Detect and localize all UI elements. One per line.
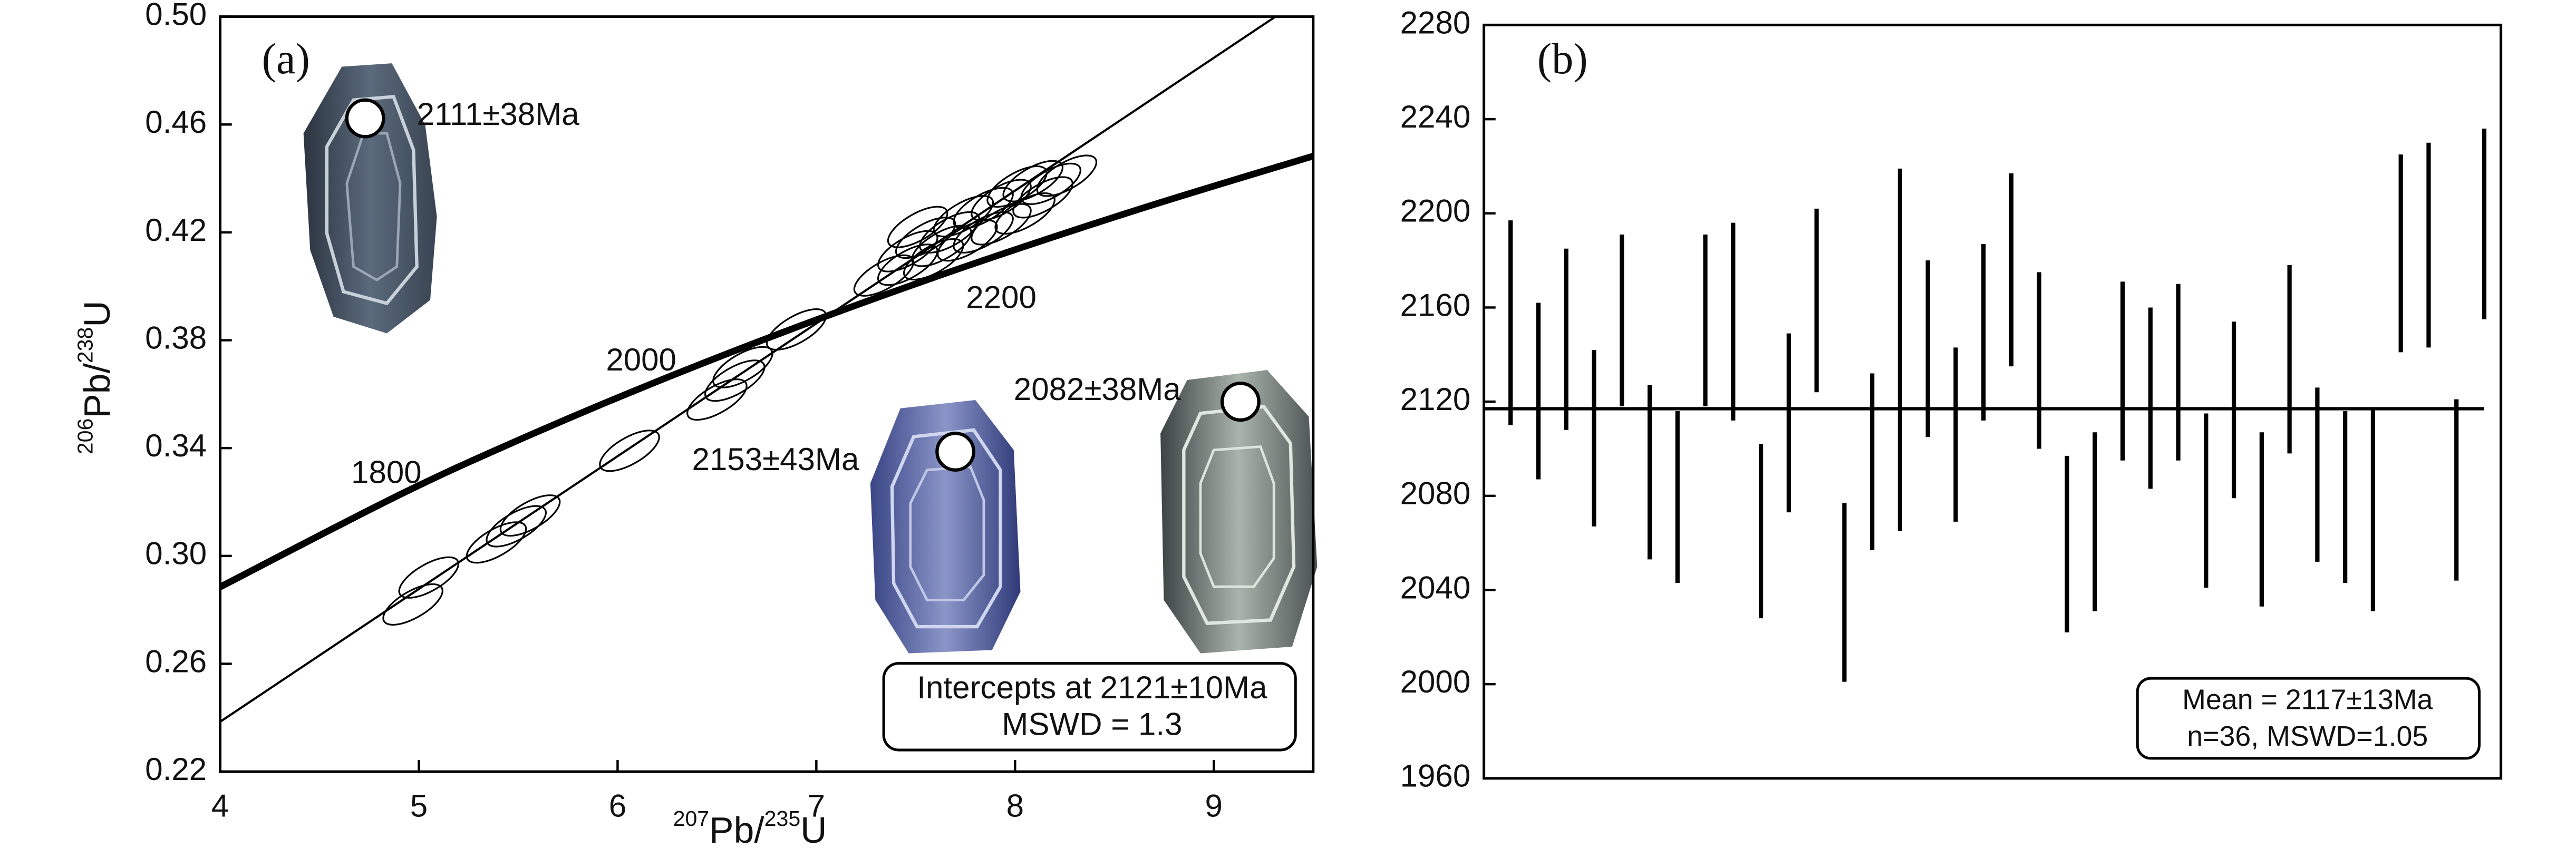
axis-label-sup: 207 [673,806,710,831]
axis-label: 207Pb/235U [673,806,827,848]
y-tick-label: 0.30 [145,536,207,571]
result-text: n=36, MSWD=1.05 [2187,720,2428,752]
error-ellipse [704,359,766,402]
zircon-image [303,63,437,334]
concordia-age-label: 2000 [606,342,676,377]
y-tick-label: 0.38 [145,320,207,355]
plot-frame [218,15,1315,773]
error-ellipse [986,165,1048,208]
error-ellipse [877,230,938,272]
error-ellipse [911,225,972,267]
error-ellipse [486,505,547,548]
plot-area [220,16,1313,723]
x-tick-label: 9 [1205,788,1223,824]
error-ellipse [766,308,827,351]
zircon-image [1160,370,1318,654]
y-tick-label: 2000 [1400,664,1471,699]
age-annotation: 2111±38Ma [417,96,580,132]
y-tick-label: 0.22 [145,752,207,787]
y-tick-label: 2280 [1400,5,1471,40]
concordia-age-label: 2200 [966,279,1037,315]
axis-label-sup: 235 [764,806,801,831]
error-ellipse [398,556,460,599]
error-ellipse [466,521,527,564]
error-ellipse [919,211,980,254]
result-text: Mean = 2117±13Ma [2182,684,2433,716]
y-tick-label: 0.50 [145,0,207,32]
x-tick-label: 7 [808,788,825,824]
x-tick-label: 5 [410,788,428,824]
zircon-image [870,399,1021,654]
age-annotation: 2153±43Ma [692,442,859,477]
axis-label-text: U [800,810,827,848]
result-box [2136,677,2481,760]
axis-label-text: Pb/ [709,810,764,848]
y-tick-label: 1960 [1400,758,1471,794]
error-ellipse [712,346,773,388]
y-tick-label: 2080 [1400,476,1471,511]
panel-label: (b) [1537,35,1588,83]
axis-label-sup: 238 [73,327,97,364]
concordia-curve [220,153,1313,590]
x-tick-label: 6 [609,788,626,824]
axis-label-text: Pb/ [76,363,118,418]
error-ellipse [903,238,964,281]
concordia-age-label: 1800 [351,455,422,490]
result-text: Intercepts at 2121±10Ma [917,670,1267,705]
y-tick-label: 2200 [1400,193,1471,229]
axis-label-sup: 206 [73,418,97,455]
error-ellipse [599,430,660,472]
error-ellipse [895,217,956,259]
error-ellipse [686,378,748,421]
y-tick-label: 0.46 [145,104,207,140]
plot-frame [1483,23,2503,780]
age-annotation: 2082±38Ma [1014,372,1181,407]
panel-label: (a) [262,35,310,83]
y-tick-label: 2120 [1400,382,1471,417]
y-tick-label: 2240 [1400,99,1471,134]
error-ellipse [1012,176,1073,219]
axis-label: 206Pb/238U [73,300,118,454]
discordia-line [220,16,1276,723]
y-tick-label: 2040 [1400,570,1471,605]
error-ellipse [994,192,1055,235]
x-tick-label: 4 [211,788,229,824]
x-tick-label: 8 [1006,788,1024,824]
error-ellipse [382,583,443,626]
y-tick-label: 2160 [1400,287,1471,323]
error-ellipse [877,243,938,286]
result-text: MSWD = 1.3 [1002,707,1182,742]
error-ellipse [1036,154,1098,197]
axis-label-text: U [76,300,118,327]
error-ellipse [499,494,561,537]
error-ellipse [953,211,1014,254]
y-tick-label: 0.26 [145,644,207,679]
y-tick-label: 0.42 [145,212,207,248]
y-tick-label: 0.34 [145,428,207,463]
result-box [882,662,1297,752]
error-ellipse [887,206,948,248]
